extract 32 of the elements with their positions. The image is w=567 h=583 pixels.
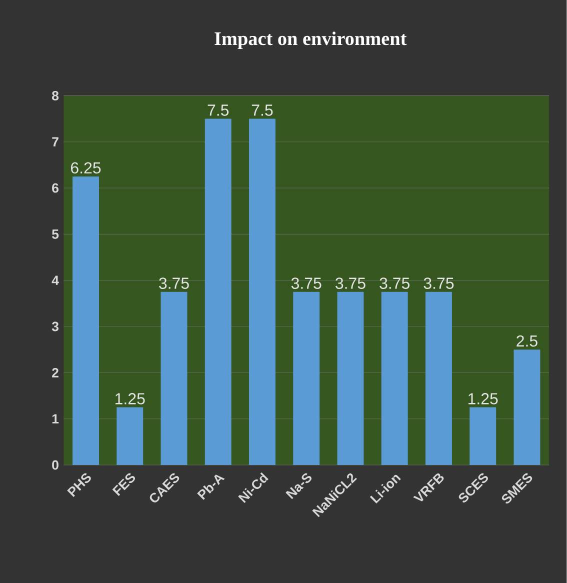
y-tick-label: 3 xyxy=(52,322,59,332)
data-label: 1.25 xyxy=(116,393,145,404)
bar xyxy=(205,118,232,465)
bar xyxy=(426,292,452,465)
data-label: 2.5 xyxy=(516,335,538,347)
data-label: 3.75 xyxy=(292,278,322,289)
chart-title: Impact on environment xyxy=(214,32,407,50)
y-tick-label: 8 xyxy=(52,90,59,100)
y-tick-label: 6 xyxy=(52,183,59,193)
data-label: 1.25 xyxy=(468,393,498,404)
data-label: 3.75 xyxy=(159,278,190,289)
y-tick-label: 7 xyxy=(52,137,59,146)
data-label: 7.5 xyxy=(208,104,229,116)
bar xyxy=(116,407,144,465)
y-tick-label: 5 xyxy=(52,230,59,239)
data-label: 7.5 xyxy=(252,104,273,116)
data-label: 3.75 xyxy=(424,278,454,289)
data-label: 6.25 xyxy=(71,162,101,174)
bar xyxy=(382,292,408,465)
y-tick-label: 1 xyxy=(52,414,59,424)
bar xyxy=(514,350,540,465)
bar xyxy=(470,407,496,465)
bar xyxy=(337,292,364,465)
data-label: 3.75 xyxy=(380,278,410,289)
bar xyxy=(249,118,276,465)
y-tick-label: 4 xyxy=(52,276,60,285)
y-tick-label: 0 xyxy=(52,460,59,470)
y-tick-label: 2 xyxy=(52,368,59,378)
bar xyxy=(293,292,320,465)
bar xyxy=(72,176,100,465)
data-label: 3.75 xyxy=(336,278,366,289)
bar xyxy=(160,292,188,465)
